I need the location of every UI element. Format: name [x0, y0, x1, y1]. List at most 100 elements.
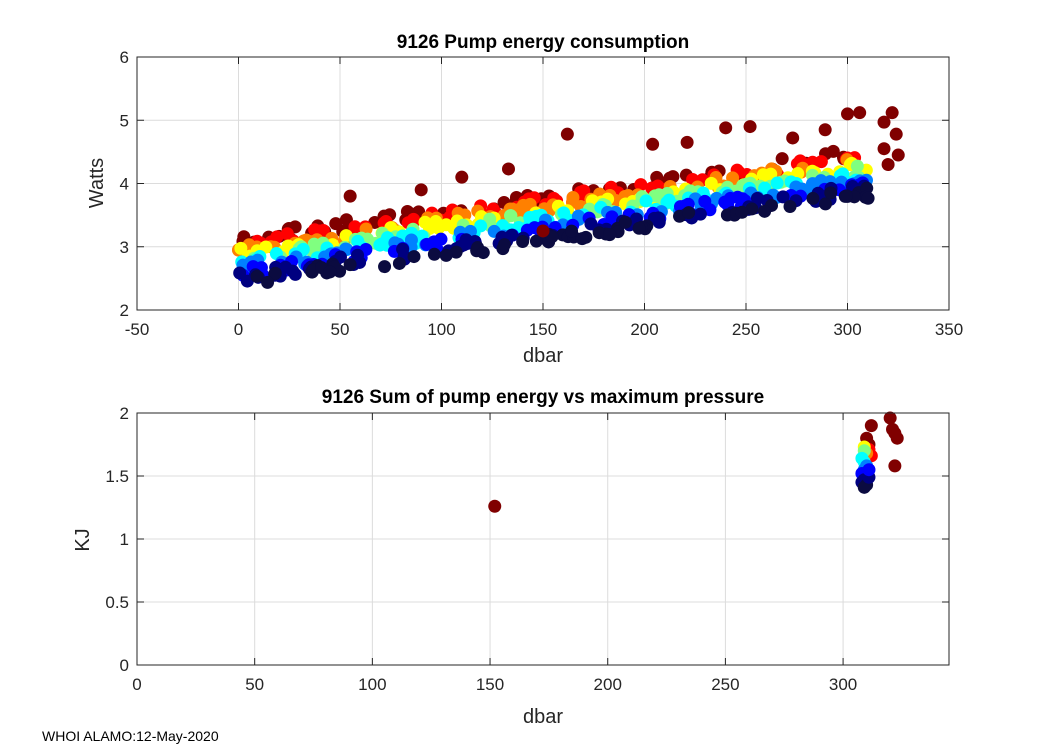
top-plot-point: [439, 218, 453, 232]
top-plot-outlier-point: [646, 137, 660, 151]
top-plot-outlier-point: [877, 142, 891, 156]
bottom-plot-points: [488, 411, 904, 513]
top-plot-point: [603, 228, 617, 242]
top-plot-x-tick-label: 100: [427, 320, 455, 339]
top-plot-outlier-point: [455, 170, 469, 184]
top-plot-point: [504, 209, 518, 223]
top-plot-point: [764, 167, 778, 181]
top-plot-point: [592, 226, 606, 240]
top-plot-point: [392, 256, 406, 270]
top-plot-x-tick-label: 50: [331, 320, 350, 339]
top-plot-point: [476, 246, 490, 260]
top-plot-outlier-point: [889, 127, 903, 141]
top-plot-point: [268, 266, 282, 280]
top-plot-x-tick-label: 300: [833, 320, 861, 339]
bottom-plot-y-tick-label: 1: [120, 530, 129, 549]
top-plot-point: [351, 248, 365, 262]
top-plot-point: [861, 191, 875, 205]
bottom-plot-y-tick-label: 0.5: [105, 593, 129, 612]
top-plot-point: [418, 215, 432, 229]
top-plot-point: [735, 205, 749, 219]
top-plot-point: [776, 190, 790, 204]
bottom-plot-point: [886, 422, 900, 436]
top-plot-point: [250, 269, 264, 283]
top-plot-y-label: Watts: [86, 158, 108, 208]
top-plot-x-ticks: -50 0 50 100 150 200 250 300 350: [125, 57, 963, 339]
top-plot-point: [750, 191, 764, 205]
top-plot-outlier-point: [343, 189, 357, 203]
bottom-plot-x-tick-label: 50: [245, 675, 264, 694]
top-plot: -50 0 50 100 150 200 250 300 350 2 3 4 5 6 9126 Pump…: [86, 32, 963, 367]
top-plot-point: [566, 190, 580, 204]
top-plot-point: [420, 237, 434, 251]
top-plot-outlier-point: [560, 127, 574, 141]
bottom-plot-y-tick-label: 1.5: [105, 467, 129, 486]
top-plot-y-ticks: 2 3 4 5 6: [120, 48, 949, 320]
top-plot-point: [652, 211, 666, 225]
bottom-plot-point: [862, 463, 876, 477]
top-plot-point: [323, 265, 337, 279]
top-plot-point: [396, 242, 410, 256]
top-plot-outlier-point: [891, 148, 905, 162]
top-plot-points: [232, 106, 905, 289]
top-plot-x-tick-label: 250: [732, 320, 760, 339]
top-plot-x-tick-label: 200: [630, 320, 658, 339]
top-plot-outlier-point: [501, 162, 515, 176]
top-plot-outlier-point: [536, 224, 550, 238]
top-plot-point: [584, 217, 598, 231]
bottom-plot-y-label: KJ: [72, 528, 94, 551]
top-plot-point: [378, 260, 392, 274]
bottom-plot-title: 9126 Sum of pump energy vs maximum press…: [322, 387, 764, 408]
top-plot-point: [839, 189, 853, 203]
top-plot-point: [693, 207, 707, 221]
top-plot-point: [286, 264, 300, 278]
top-plot-point: [516, 235, 530, 249]
bottom-plot-y-tick-label: 2: [120, 404, 129, 423]
top-plot-point: [575, 232, 589, 246]
top-plot-x-tick-label: 150: [529, 320, 557, 339]
bottom-plot-y-tick-label: 0: [120, 656, 129, 675]
bottom-plot-point: [888, 459, 902, 473]
top-plot-outlier-point: [414, 183, 428, 197]
top-plot-point: [723, 191, 737, 205]
top-plot-point: [439, 248, 453, 262]
bottom-plot-x-tick-label: 150: [476, 675, 504, 694]
top-plot-point: [565, 224, 579, 238]
top-plot-point: [850, 159, 864, 173]
top-plot-point: [270, 230, 284, 244]
top-plot-point: [407, 212, 421, 226]
top-plot-y-tick-label: 4: [120, 175, 129, 194]
top-plot-x-tick-label: 0: [234, 320, 243, 339]
bottom-plot-x-tick-label: 100: [358, 675, 386, 694]
top-plot-outlier-point: [853, 106, 867, 120]
bottom-plot: 0 50 100 150 200 250 300 0 0.5 1 1.5 2 9126 Sum of…: [72, 387, 950, 728]
top-plot-point: [339, 213, 353, 227]
top-plot-x-label: dbar: [523, 345, 563, 367]
bottom-plot-x-tick-label: 0: [132, 675, 141, 694]
top-plot-point: [407, 250, 421, 264]
top-plot-point: [639, 194, 653, 208]
top-plot-point: [698, 194, 712, 208]
top-plot-point: [240, 274, 254, 288]
top-plot-outlier-point: [818, 123, 832, 137]
top-plot-outlier-point: [877, 115, 891, 129]
bottom-plot-point: [864, 419, 878, 433]
top-plot-y-tick-label: 5: [120, 111, 129, 130]
top-plot-point: [618, 215, 632, 229]
top-plot-point: [474, 219, 488, 233]
bottom-plot-point: [857, 480, 871, 494]
top-plot-outlier-point: [841, 107, 854, 121]
top-plot-point: [343, 258, 357, 272]
top-plot-outlier-point: [719, 121, 733, 135]
top-plot-y-tick-label: 3: [120, 238, 129, 257]
top-plot-outlier-point: [885, 106, 899, 120]
top-plot-point: [682, 206, 696, 220]
top-plot-point: [434, 232, 448, 246]
bottom-plot-x-ticks: 0 50 100 150 200 250 300: [132, 413, 857, 694]
bottom-plot-x-tick-label: 300: [829, 675, 857, 694]
top-plot-point: [770, 176, 784, 190]
top-plot-y-tick-label: 2: [120, 301, 129, 320]
top-plot-point: [351, 234, 365, 248]
top-plot-point: [814, 155, 828, 169]
top-plot-outlier-point: [743, 120, 757, 134]
